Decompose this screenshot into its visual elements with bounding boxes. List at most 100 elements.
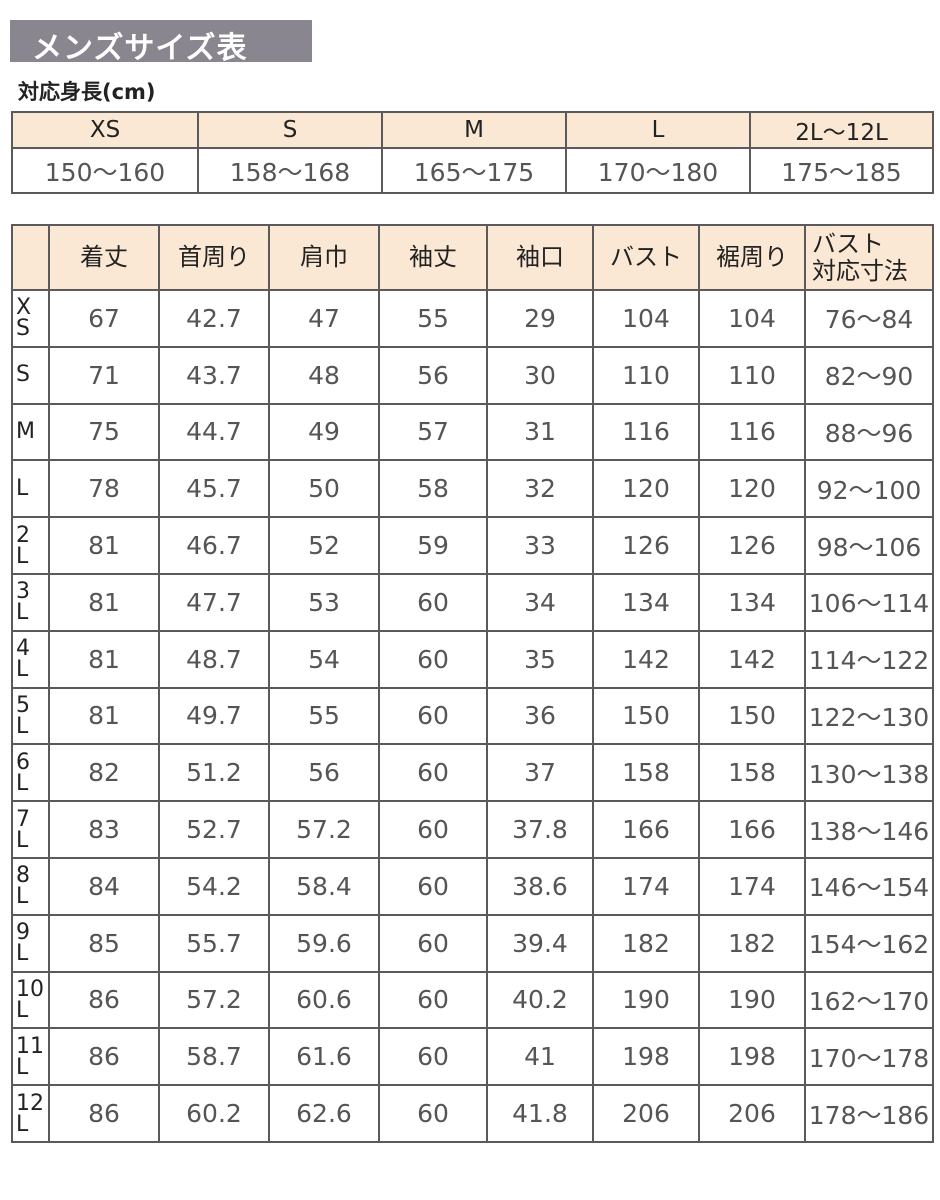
size-label-part: L	[16, 941, 29, 967]
measurement-cell: 162〜170	[804, 970, 934, 1030]
measurement-cell: 37.8	[486, 800, 594, 859]
measurement-cell: 29	[486, 289, 594, 348]
column-header: 袖丈	[378, 224, 488, 291]
measurement-cell: 51.2	[158, 743, 270, 803]
measurement-cell: 32	[486, 459, 594, 519]
table-row: S 71 43.7 48 56 30 110 110 82〜90	[11, 345, 934, 405]
size-header: S	[197, 111, 383, 149]
measurement-cell: 60	[378, 970, 488, 1030]
height-range-cell: 170〜180	[565, 147, 751, 194]
measurement-cell: 35	[486, 629, 594, 689]
size-label-cell: 12 L	[11, 1084, 50, 1143]
size-label-part: 7	[16, 806, 30, 832]
measurement-cell: 45.7	[158, 459, 270, 519]
table-row: 8 L 84 54.2 58.4 60 38.6 174 174 146〜154	[11, 856, 934, 916]
column-header: 肩巾	[268, 224, 380, 291]
measurement-cell: 81	[48, 686, 160, 746]
measurement-cell: 60	[378, 686, 488, 746]
measurement-cell: 60	[378, 856, 488, 916]
measurement-cell: 86	[48, 1027, 160, 1087]
measurement-cell: 110	[592, 345, 700, 405]
size-label-part: 3	[16, 579, 30, 605]
column-header: 首周り	[158, 224, 270, 291]
measurement-cell: 57	[378, 402, 488, 462]
column-header-text: 肩巾	[300, 243, 348, 271]
measurement-cell: 39.4	[486, 913, 594, 973]
measurement-cell: 48	[268, 345, 380, 405]
measurement-cell: 59.6	[268, 913, 380, 973]
size-label-part: 5	[16, 692, 30, 718]
measurement-cell: 134	[592, 572, 700, 632]
measurement-cell: 58	[378, 459, 488, 519]
size-label-part: 9	[16, 920, 30, 946]
size-label-part: L	[16, 543, 29, 569]
measurement-cell: 154〜162	[804, 913, 934, 973]
measurement-cell: 174	[592, 856, 700, 916]
measurement-cell: 47.7	[158, 572, 270, 632]
size-label-part: 6	[16, 749, 30, 775]
measurement-cell: 110	[698, 345, 806, 405]
measurement-cell: 82	[48, 743, 160, 803]
measurement-cell: 116	[698, 402, 806, 462]
measurement-cell: 206	[698, 1084, 806, 1143]
measurement-cell: 46.7	[158, 516, 270, 575]
height-table-header-row: XS S M L 2L〜12L	[11, 111, 934, 149]
column-header-text: 首周り	[178, 243, 250, 271]
measurement-cell: 41	[486, 1027, 594, 1087]
measurement-cell: 130〜138	[804, 743, 934, 803]
measurement-cell: 31	[486, 402, 594, 462]
measurement-cell: 43.7	[158, 345, 270, 405]
measurement-cell: 81	[48, 516, 160, 575]
size-label-part: S	[16, 362, 30, 388]
measurement-cell: 60	[378, 743, 488, 803]
measurement-cell: 83	[48, 800, 160, 859]
measurement-cell: 40.2	[486, 970, 594, 1030]
measurement-cell: 82〜90	[804, 345, 934, 405]
measurement-cell: 190	[592, 970, 700, 1030]
column-header-text: 袖丈	[409, 243, 457, 271]
size-label-part: 10	[16, 976, 44, 1002]
table-row: 5 L 81 49.7 55 60 36 150 150 122〜130	[11, 686, 934, 746]
column-header: 裾周り	[698, 224, 806, 291]
column-header: 袖口	[486, 224, 594, 291]
measurement-cell: 60.6	[268, 970, 380, 1030]
table-row: 6 L 82 51.2 56 60 37 158 158 130〜138	[11, 743, 934, 803]
measurement-cell: 85	[48, 913, 160, 973]
measurement-cell: 60	[378, 913, 488, 973]
measurement-cell: 86	[48, 1084, 160, 1143]
size-label-part: L	[16, 1054, 29, 1080]
measurement-cell: 88〜96	[804, 402, 934, 462]
measurement-cell: 78	[48, 459, 160, 519]
measurement-cell: 55	[378, 289, 488, 348]
table-row: 4 L 81 48.7 54 60 35 142 142 114〜122	[11, 629, 934, 689]
measurement-cell: 53	[268, 572, 380, 632]
table-row: L 78 45.7 50 58 32 120 120 92〜100	[11, 459, 934, 519]
measurement-cell: 55	[268, 686, 380, 746]
size-header: M	[381, 111, 567, 149]
page-title: メンズサイズ表	[32, 31, 248, 66]
measurement-cell: 104	[698, 289, 806, 348]
measurement-cell: 47	[268, 289, 380, 348]
measurement-cell: 41.8	[486, 1084, 594, 1143]
size-label-part: L	[16, 884, 29, 910]
measurement-cell: 52.7	[158, 800, 270, 859]
measurement-cell: 122〜130	[804, 686, 934, 746]
measurement-cell: 76〜84	[804, 289, 934, 348]
table-row: 3 L 81 47.7 53 60 34 134 134 106〜114	[11, 572, 934, 632]
measurement-cell: 166	[698, 800, 806, 859]
size-label-part: 2	[16, 522, 30, 548]
table-row: 2 L 81 46.7 52 59 33 126 126 98〜106	[11, 516, 934, 575]
measurement-cell: 106〜114	[804, 572, 934, 632]
measurement-cell: 178〜186	[804, 1084, 934, 1143]
height-range-cell: 175〜185	[749, 147, 934, 194]
column-header: 着丈	[48, 224, 160, 291]
measurement-cell: 198	[698, 1027, 806, 1087]
measurement-cell: 62.6	[268, 1084, 380, 1143]
measurement-cell: 60.2	[158, 1084, 270, 1143]
table-row: 12 L 86 60.2 62.6 60 41.8 206 206 178〜186	[11, 1084, 934, 1143]
measurement-cell: 60	[378, 1027, 488, 1087]
